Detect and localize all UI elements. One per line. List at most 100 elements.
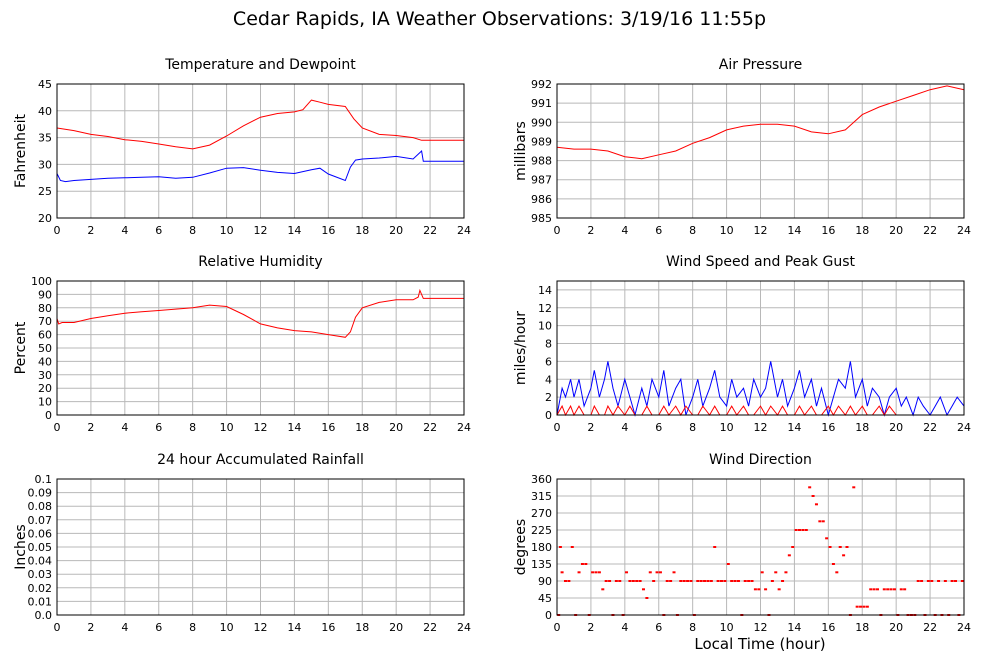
direction-point	[597, 571, 601, 574]
direction-point	[709, 580, 713, 582]
direction-point	[825, 537, 829, 540]
direction-point	[916, 580, 920, 582]
wind-y-tick-label: 0	[545, 409, 552, 422]
humidity-y-tick-label: 10	[38, 396, 52, 409]
direction-point	[558, 546, 562, 548]
direction-point	[801, 529, 805, 531]
direction-point	[764, 588, 768, 591]
direction-y-tick-label: 45	[538, 592, 552, 605]
pressure-y-tick-label: 985	[531, 212, 552, 225]
humidity-x-tick-label: 8	[189, 421, 196, 434]
pressure-x-tick-label: 20	[889, 224, 903, 237]
x-axis-title: Local Time (hour)	[694, 635, 825, 653]
direction-point	[930, 580, 934, 582]
direction-y-tick-label: 360	[531, 473, 552, 486]
direction-x-tick-label: 0	[554, 621, 561, 634]
humidity-y-tick-label: 0	[45, 409, 52, 422]
direction-point	[757, 588, 761, 591]
temp-x-tick-label: 16	[321, 224, 335, 237]
direction-point	[943, 580, 947, 582]
direction-point	[899, 588, 903, 591]
rain-x-tick-label: 2	[87, 621, 94, 634]
direction-point	[791, 546, 795, 548]
pressure-x-tick-label: 12	[754, 224, 768, 237]
temp-y-tick-label: 45	[38, 78, 52, 91]
direction-point	[577, 571, 581, 574]
wind-x-tick-label: 18	[855, 421, 869, 434]
direction-point	[828, 546, 832, 548]
direction-y-tick-label: 0	[545, 609, 552, 622]
direction-point	[560, 571, 564, 574]
direction-point	[865, 605, 869, 608]
humidity-y-tick-label: 60	[38, 329, 52, 342]
humidity-x-tick-label: 20	[389, 421, 403, 434]
direction-point	[876, 588, 880, 591]
wind-x-tick-label: 4	[621, 421, 628, 434]
humidity-chart: 0 2 4 6 8 10 12 14 16 18 20 22 240102030405060708090…	[13, 254, 471, 434]
humidity-plot-border	[56, 280, 465, 416]
rain-plot-border	[56, 478, 465, 616]
direction-point	[641, 588, 645, 591]
direction-x-tick-label: 6	[655, 621, 662, 634]
temp-y-tick-label: 30	[38, 158, 52, 171]
temp-chart-title: Temperature and Dewpoint	[164, 57, 356, 73]
direction-point	[804, 529, 808, 531]
temp-x-tick-label: 12	[254, 224, 268, 237]
humidity-chart-title: Relative Humidity	[198, 254, 322, 270]
direction-point	[580, 563, 584, 565]
direction-x-tick-label: 22	[923, 621, 937, 634]
direction-point	[726, 563, 730, 565]
direction-point	[818, 520, 822, 523]
direction-point	[903, 588, 907, 591]
direction-point	[655, 571, 659, 574]
direction-y-tick-label: 90	[538, 575, 552, 588]
temp-x-tick-label: 6	[155, 224, 162, 237]
direction-point	[591, 571, 595, 574]
wind-y-tick-label: 4	[545, 373, 552, 386]
wind-x-tick-label: 6	[655, 421, 662, 434]
rain-x-tick-label: 24	[457, 621, 471, 634]
wind-x-tick-label: 2	[587, 421, 594, 434]
temp-x-tick-label: 10	[220, 224, 234, 237]
direction-point	[831, 563, 835, 565]
temp-x-tick-label: 20	[389, 224, 403, 237]
humidity-x-tick-label: 6	[155, 421, 162, 434]
rain-x-tick-label: 8	[189, 621, 196, 634]
rain-x-tick-label: 14	[287, 621, 301, 634]
direction-point	[706, 580, 710, 582]
rain-y-tick-label: 0.03	[28, 568, 53, 581]
temp-series-line-0	[56, 99, 464, 150]
direction-point	[730, 580, 734, 582]
direction-point	[920, 580, 924, 582]
direction-point	[798, 529, 802, 531]
temp-chart: 0 2 4 6 8 10 12 14 16 18 20 22 24202530354045Tempera…	[13, 57, 471, 237]
wind-plot-border	[556, 280, 965, 416]
humidity-y-tick-label: 90	[38, 288, 52, 301]
direction-chart: 0 2 4 6 8 10 12 14 16 18 20 22 240459013518022527031…	[513, 452, 971, 634]
pressure-y-tick-label: 986	[531, 193, 552, 206]
direction-point	[713, 546, 717, 548]
direction-x-tick-label: 20	[889, 621, 903, 634]
temp-x-tick-label: 2	[87, 224, 94, 237]
direction-point	[950, 580, 954, 582]
rain-chart-title: 24 hour Accumulated Rainfall	[157, 452, 364, 468]
direction-point	[594, 571, 598, 574]
rain-y-tick-label: 0.09	[28, 487, 53, 500]
direction-point	[747, 580, 751, 582]
direction-point	[679, 580, 683, 582]
direction-point	[794, 529, 798, 531]
pressure-y-tick-label: 988	[531, 155, 552, 168]
figure-title: Cedar Rapids, IA Weather Observations: 3…	[232, 8, 767, 30]
wind-chart-title: Wind Speed and Peak Gust	[666, 254, 855, 270]
direction-point	[784, 571, 788, 574]
direction-point	[628, 580, 632, 582]
rain-y-tick-label: 0.01	[28, 595, 53, 608]
direction-plot-border	[556, 478, 965, 616]
wind-x-tick-label: 22	[923, 421, 937, 434]
wind-x-tick-label: 8	[689, 421, 696, 434]
temp-x-tick-label: 22	[423, 224, 437, 237]
temp-y-axis-label: Fahrenheit	[13, 113, 29, 188]
pressure-x-tick-label: 4	[621, 224, 628, 237]
rain-x-tick-label: 4	[121, 621, 128, 634]
direction-x-tick-label: 24	[957, 621, 971, 634]
